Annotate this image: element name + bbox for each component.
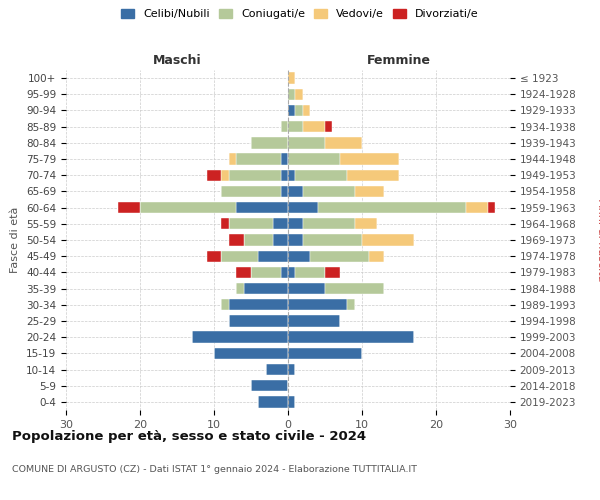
Bar [288, 72, 295, 84]
Bar [347, 170, 399, 181]
Bar [229, 154, 236, 164]
Bar [288, 202, 317, 213]
Bar [325, 121, 332, 132]
Bar [288, 332, 414, 343]
Bar [244, 234, 273, 246]
Bar [288, 299, 347, 310]
Bar [288, 364, 295, 375]
Bar [288, 348, 362, 359]
Bar [355, 218, 377, 230]
Bar [259, 250, 288, 262]
Bar [325, 283, 384, 294]
Bar [466, 202, 488, 213]
Bar [229, 218, 273, 230]
Bar [251, 137, 288, 148]
Y-axis label: Anni di nascita: Anni di nascita [596, 198, 600, 281]
Bar [488, 202, 495, 213]
Bar [229, 316, 288, 326]
Bar [347, 299, 355, 310]
Bar [288, 218, 303, 230]
Bar [140, 202, 236, 213]
Bar [288, 283, 325, 294]
Bar [236, 266, 251, 278]
Text: Femmine: Femmine [367, 54, 431, 67]
Bar [288, 266, 295, 278]
Bar [288, 186, 303, 197]
Bar [288, 316, 340, 326]
Bar [295, 266, 325, 278]
Bar [206, 250, 221, 262]
Bar [221, 170, 229, 181]
Bar [281, 121, 288, 132]
Text: Maschi: Maschi [152, 54, 202, 67]
Bar [273, 218, 288, 230]
Bar [303, 186, 355, 197]
Bar [192, 332, 288, 343]
Bar [288, 137, 325, 148]
Bar [355, 186, 384, 197]
Bar [340, 154, 399, 164]
Bar [229, 234, 244, 246]
Bar [281, 266, 288, 278]
Bar [221, 218, 229, 230]
Bar [259, 396, 288, 407]
Bar [281, 154, 288, 164]
Bar [295, 105, 303, 116]
Bar [288, 170, 295, 181]
Bar [325, 266, 340, 278]
Bar [244, 283, 288, 294]
Bar [295, 170, 347, 181]
Bar [281, 170, 288, 181]
Bar [288, 396, 295, 407]
Bar [221, 186, 281, 197]
Text: COMUNE DI ARGUSTO (CZ) - Dati ISTAT 1° gennaio 2024 - Elaborazione TUTTITALIA.IT: COMUNE DI ARGUSTO (CZ) - Dati ISTAT 1° g… [12, 465, 417, 474]
Bar [251, 266, 281, 278]
Bar [325, 137, 362, 148]
Bar [370, 250, 384, 262]
Bar [303, 105, 310, 116]
Bar [229, 170, 281, 181]
Bar [206, 170, 221, 181]
Bar [236, 202, 288, 213]
Bar [236, 154, 281, 164]
Bar [214, 348, 288, 359]
Legend: Celibi/Nubili, Coniugati/e, Vedovi/e, Divorziati/e: Celibi/Nubili, Coniugati/e, Vedovi/e, Di… [118, 6, 482, 22]
Text: Popolazione per età, sesso e stato civile - 2024: Popolazione per età, sesso e stato civil… [12, 430, 366, 443]
Bar [221, 250, 259, 262]
Bar [236, 283, 244, 294]
Y-axis label: Fasce di età: Fasce di età [10, 207, 20, 273]
Bar [310, 250, 370, 262]
Bar [273, 234, 288, 246]
Bar [288, 105, 295, 116]
Bar [288, 234, 303, 246]
Bar [317, 202, 466, 213]
Bar [229, 299, 288, 310]
Bar [288, 154, 340, 164]
Bar [295, 88, 303, 100]
Bar [251, 380, 288, 392]
Bar [266, 364, 288, 375]
Bar [221, 299, 229, 310]
Bar [362, 234, 414, 246]
Bar [288, 88, 295, 100]
Bar [281, 186, 288, 197]
Bar [303, 121, 325, 132]
Bar [288, 121, 303, 132]
Bar [118, 202, 140, 213]
Bar [303, 218, 355, 230]
Bar [303, 234, 362, 246]
Bar [288, 250, 310, 262]
